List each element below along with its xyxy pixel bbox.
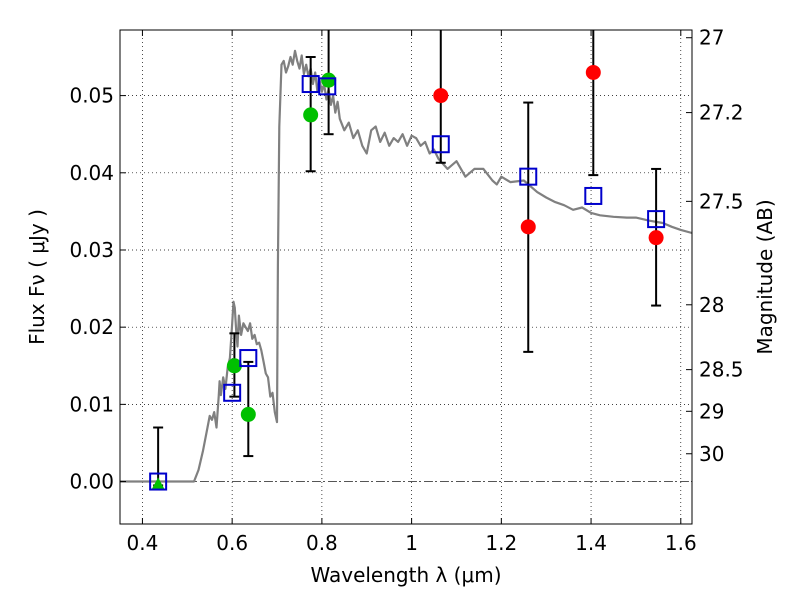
red-points [433, 64, 664, 246]
right-tick-label: 30 [699, 442, 724, 466]
y-tick-label: 0.04 [69, 161, 114, 185]
y-tick-label: 0.02 [69, 315, 114, 339]
model-spectrum-line [120, 49, 693, 483]
grid [120, 30, 692, 524]
green-triangle-point [151, 477, 166, 491]
blue-square-point [647, 210, 666, 229]
right-tick-label: 28.5 [699, 358, 744, 382]
blue-square-point [223, 383, 242, 402]
red-point [648, 230, 664, 246]
right-tick-label: 27.5 [699, 189, 744, 213]
x-tick-label: 1.6 [665, 531, 697, 555]
green-point [226, 358, 242, 374]
x-axis-ticks: 0.4 0.6 0.8 1 1.2 1.4 1.6 [127, 30, 697, 555]
right-axis-ticks: 27 27.2 27.5 28 28.5 29 30 [686, 26, 744, 466]
red-point [585, 64, 601, 80]
x-tick-label: 0.6 [216, 531, 248, 555]
green-point [321, 72, 337, 88]
x-tick-label: 1.2 [485, 531, 517, 555]
right-tick-label: 27.2 [699, 101, 744, 125]
blue-square-point [318, 77, 337, 96]
y-axis-ticks: 0.00 0.01 0.02 0.03 0.04 0.05 [69, 84, 126, 494]
blue-square-point [149, 472, 168, 491]
x-tick-label: 0.8 [306, 531, 338, 555]
error-bars [153, 30, 662, 487]
y-tick-label: 0.03 [69, 238, 114, 262]
green-point [240, 406, 256, 422]
x-tick-label: 0.4 [127, 531, 159, 555]
green-points [151, 72, 337, 491]
green-point [303, 107, 319, 123]
red-point [433, 88, 449, 104]
x-axis-label: Wavelength λ (μm) [310, 563, 501, 587]
right-tick-label: 27 [699, 26, 724, 50]
x-tick-label: 1 [405, 531, 418, 555]
x-tick-label: 1.4 [575, 531, 607, 555]
blue-square-point [431, 135, 450, 154]
y-axis-label: Flux Fν ( μJy ) [25, 209, 49, 345]
y-tick-label: 0.00 [69, 470, 114, 494]
blue-square-point [239, 349, 258, 368]
right-tick-label: 28 [699, 293, 724, 317]
red-point [520, 219, 536, 235]
y-tick-label: 0.05 [69, 84, 114, 108]
blue-squares [149, 75, 666, 491]
blue-square-point [584, 186, 603, 205]
y-tick-label: 0.01 [69, 392, 114, 416]
blue-square-point [519, 167, 538, 186]
plot-frame [119, 29, 693, 525]
right-tick-label: 29 [699, 399, 724, 423]
right-axis-label: Magnitude (AB) [753, 199, 777, 354]
